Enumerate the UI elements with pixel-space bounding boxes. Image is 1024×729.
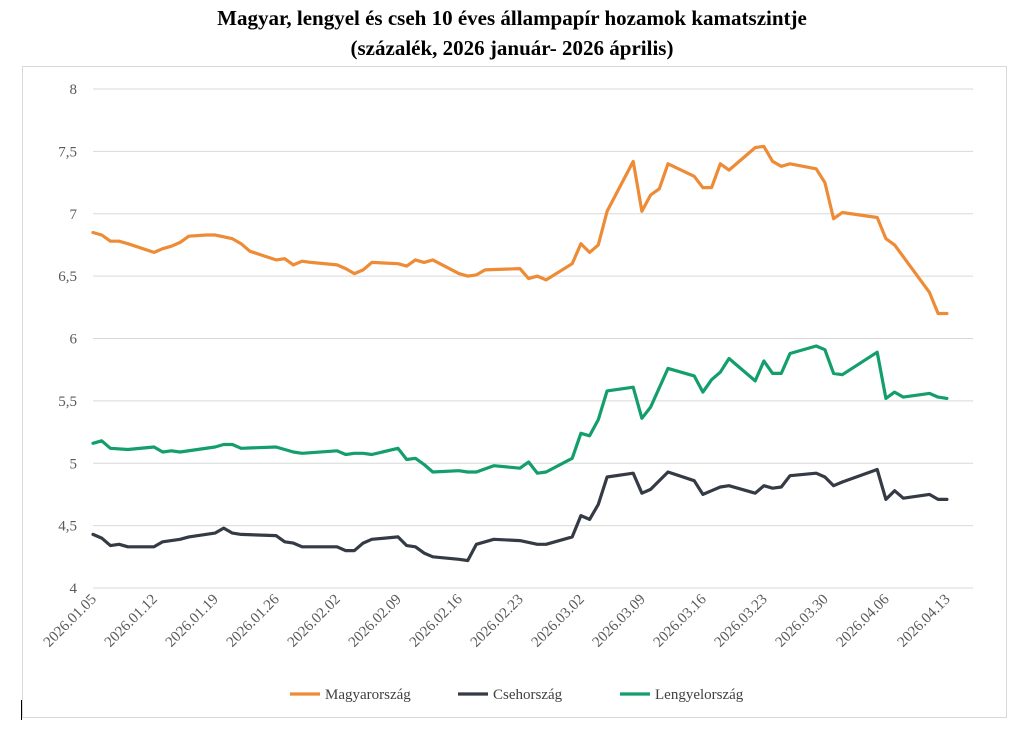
legend: Magyarország Csehország Lengyelország <box>290 687 744 703</box>
legend-label-cz: Csehország <box>493 687 563 703</box>
x-tick-label: 2026.02.02 <box>285 592 344 651</box>
y-tick-label: 6 <box>70 332 78 348</box>
y-tick-label: 6,5 <box>58 269 77 285</box>
edge-mark <box>21 700 22 720</box>
series-line-hu <box>91 144 949 316</box>
y-tick-label: 5 <box>70 456 78 472</box>
x-tick-label: 2026.02.09 <box>346 592 405 651</box>
legend-label-pl: Lengyelország <box>655 687 744 703</box>
x-tick-label: 2026.03.09 <box>590 592 649 651</box>
y-tick-label: 7,5 <box>58 144 77 160</box>
y-tick-label: 4,5 <box>58 519 77 535</box>
chart-title: Magyar, lengyel és cseh 10 éves állampap… <box>217 6 807 30</box>
x-tick-label: 2026.04.13 <box>895 592 954 651</box>
x-tick-label: 2026.01.12 <box>102 592 161 651</box>
chart-frame <box>22 66 1007 718</box>
gridlines <box>93 88 973 589</box>
x-tick-label: 2026.01.26 <box>224 591 283 650</box>
x-tick-label: 2026.03.02 <box>529 592 588 651</box>
series-lines <box>91 144 949 563</box>
y-tick-label: 8 <box>70 82 78 98</box>
x-tick-label: 2026.02.23 <box>468 592 527 651</box>
x-tick-label: 2026.03.16 <box>651 591 710 650</box>
x-tick-label: 2026.01.05 <box>41 592 100 651</box>
x-tick-label: 2026.04.06 <box>834 591 893 650</box>
y-axis-ticks: 4 4,5 5 5,5 6 6,5 7 7,5 8 <box>58 82 77 597</box>
x-tick-label: 2026.02.16 <box>407 591 466 650</box>
x-tick-label: 2026.03.30 <box>773 592 832 651</box>
legend-label-hu: Magyarország <box>325 687 411 703</box>
y-tick-label: 4 <box>70 581 78 597</box>
x-axis-ticks: 2026.01.05 2026.01.12 2026.01.19 2026.01.26… <box>41 591 954 650</box>
series-line-cz <box>91 467 949 563</box>
y-tick-label: 7 <box>70 207 78 223</box>
x-tick-label: 2026.03.23 <box>712 592 771 651</box>
y-tick-label: 5,5 <box>58 394 77 410</box>
x-tick-label: 2026.01.19 <box>163 592 222 651</box>
series-line-pl <box>91 344 949 475</box>
chart-subtitle: (százalék, 2026 január- 2026 április) <box>350 36 674 60</box>
